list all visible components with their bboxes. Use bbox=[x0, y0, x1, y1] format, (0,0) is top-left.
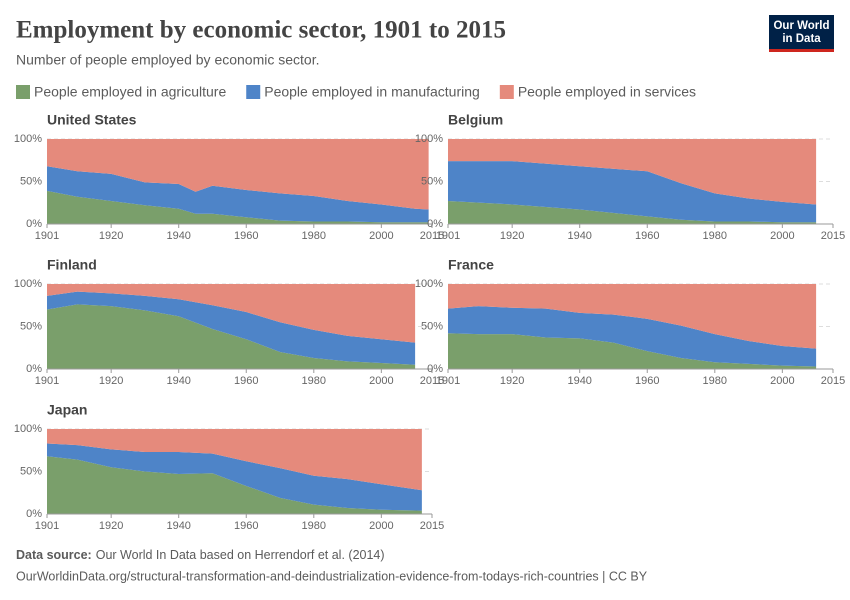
x-tick-label: 1901 bbox=[35, 375, 59, 387]
legend-swatch bbox=[16, 85, 30, 99]
x-tick-label: 2000 bbox=[369, 230, 393, 242]
area bbox=[47, 284, 416, 343]
area bbox=[448, 284, 817, 349]
panel-title: Finland bbox=[47, 257, 97, 273]
area bbox=[47, 190, 429, 224]
panel-title: Belgium bbox=[448, 112, 503, 128]
panel-title: Japan bbox=[47, 402, 87, 418]
x-tick-label: 1960 bbox=[635, 375, 659, 387]
x-tick-label: 1901 bbox=[35, 520, 59, 532]
y-tick-label: 50% bbox=[20, 465, 42, 477]
y-tick-label: 50% bbox=[421, 175, 443, 187]
y-tick-label: 0% bbox=[427, 363, 443, 375]
x-tick-label: 1920 bbox=[500, 375, 524, 387]
x-tick-label: 2000 bbox=[770, 230, 794, 242]
x-tick-label: 1980 bbox=[703, 375, 727, 387]
x-tick-label: 2000 bbox=[770, 375, 794, 387]
x-tick-label: 1980 bbox=[302, 520, 326, 532]
y-tick-label: 0% bbox=[427, 218, 443, 230]
y-tick-label: 100% bbox=[415, 133, 443, 145]
area bbox=[47, 304, 416, 369]
legend-label: People employed in agriculture bbox=[34, 84, 226, 100]
panel-title: France bbox=[448, 257, 494, 273]
area bbox=[448, 201, 817, 224]
logo-box bbox=[769, 15, 834, 49]
area bbox=[47, 291, 416, 365]
legend-label: People employed in services bbox=[518, 84, 696, 100]
area bbox=[47, 166, 429, 223]
y-tick-label: 50% bbox=[421, 320, 443, 332]
area bbox=[448, 306, 817, 367]
x-tick-label: 1940 bbox=[166, 230, 190, 242]
chart-title: Employment by economic sector, 1901 to 2… bbox=[16, 17, 506, 44]
x-tick-label: 2015 bbox=[821, 375, 845, 387]
legend-swatch bbox=[499, 85, 514, 99]
x-tick-label: 1920 bbox=[99, 230, 123, 242]
x-tick-label: 2015 bbox=[420, 230, 444, 242]
source-label: Data source: bbox=[16, 548, 92, 562]
y-tick-label: 100% bbox=[14, 423, 42, 435]
x-tick-label: 2015 bbox=[821, 230, 845, 242]
x-tick-label: 1901 bbox=[35, 230, 59, 242]
x-tick-label: 1901 bbox=[436, 375, 460, 387]
x-tick-label: 1920 bbox=[99, 375, 123, 387]
logo-text: Our World bbox=[773, 20, 829, 32]
source-url[interactable]: OurWorldinData.org/structural-transforma… bbox=[16, 569, 648, 583]
legend-label: People employed in manufacturing bbox=[264, 84, 480, 100]
area bbox=[448, 161, 817, 223]
x-tick-label: 1960 bbox=[635, 230, 659, 242]
y-tick-label: 100% bbox=[14, 133, 42, 145]
x-tick-label: 1940 bbox=[166, 375, 190, 387]
panel-title: United States bbox=[47, 112, 137, 128]
x-tick-label: 1980 bbox=[302, 230, 326, 242]
x-tick-label: 1940 bbox=[567, 375, 591, 387]
x-tick-label: 1980 bbox=[703, 230, 727, 242]
x-tick-label: 2000 bbox=[369, 375, 393, 387]
y-tick-label: 0% bbox=[26, 508, 42, 520]
y-tick-label: 0% bbox=[26, 218, 42, 230]
logo-text: in Data bbox=[782, 33, 821, 45]
area bbox=[448, 333, 817, 369]
area bbox=[47, 456, 422, 514]
x-tick-label: 1960 bbox=[234, 520, 258, 532]
x-tick-label: 1980 bbox=[302, 375, 326, 387]
y-tick-label: 50% bbox=[20, 175, 42, 187]
x-tick-label: 1920 bbox=[500, 230, 524, 242]
logo[interactable]: Our World in Data bbox=[769, 15, 834, 52]
source: Data source: Our World In Data based on H… bbox=[16, 548, 385, 562]
x-tick-label: 1960 bbox=[234, 230, 258, 242]
x-tick-label: 2015 bbox=[420, 520, 444, 532]
x-tick-label: 1940 bbox=[567, 230, 591, 242]
legend-swatch bbox=[246, 85, 261, 99]
x-tick-label: 2015 bbox=[420, 375, 444, 387]
area bbox=[47, 443, 422, 511]
y-tick-label: 50% bbox=[20, 320, 42, 332]
x-tick-label: 1940 bbox=[166, 520, 190, 532]
x-tick-label: 1920 bbox=[99, 520, 123, 532]
y-tick-label: 100% bbox=[415, 278, 443, 290]
area bbox=[47, 139, 429, 210]
area bbox=[448, 139, 817, 205]
y-tick-label: 100% bbox=[14, 278, 42, 290]
area bbox=[47, 429, 422, 491]
chart-subtitle: Number of people employed by economic se… bbox=[16, 52, 320, 68]
x-tick-label: 1960 bbox=[234, 375, 258, 387]
source-text: Our World In Data based on Herrendorf et… bbox=[96, 548, 385, 562]
y-tick-label: 0% bbox=[26, 363, 42, 375]
logo-bar bbox=[769, 49, 834, 52]
x-tick-label: 1901 bbox=[436, 230, 460, 242]
x-tick-label: 2000 bbox=[369, 520, 393, 532]
